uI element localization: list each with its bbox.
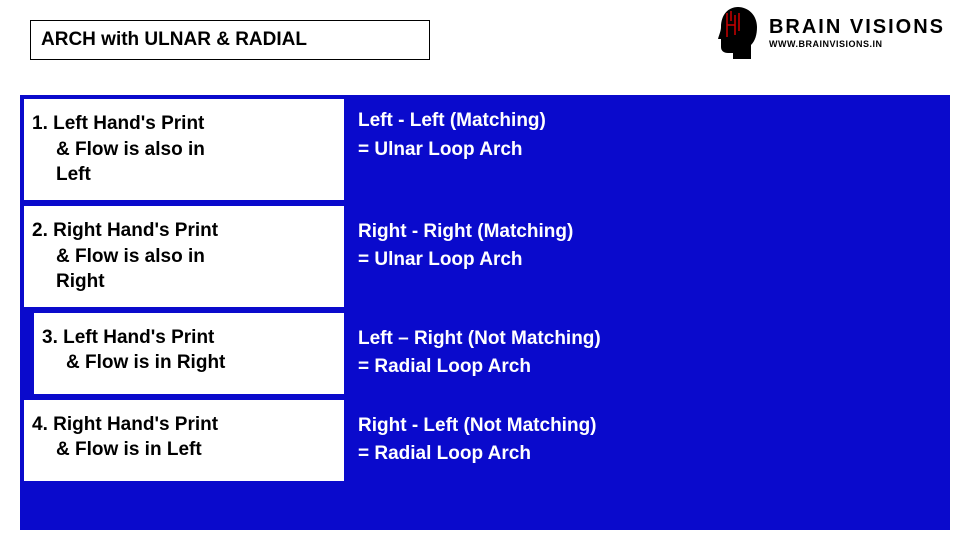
table-row: 4. Right Hand's Print & Flow is in Left … [20,400,950,481]
row2-left-l2: & Flow is also in [32,244,334,270]
row3-left-l2: & Flow is in Right [42,350,334,376]
table-row: 2. Right Hand's Print & Flow is also in … [20,206,950,313]
logo-main: BRAIN VISIONS [769,16,945,39]
logo-text: BRAIN VISIONS WWW.BRAINVISIONS.IN [769,16,945,49]
row1-right: Left - Left (Matching) = Ulnar Loop Arch [344,95,950,200]
row1-left-l2: & Flow is also in [32,137,334,163]
row3-right-l2: = Radial Loop Arch [358,353,944,382]
row2-right-l2: = Ulnar Loop Arch [358,246,944,275]
table-row: 3. Left Hand's Print & Flow is in Right … [20,313,950,400]
slide-title: ARCH with ULNAR & RADIAL [30,20,430,60]
logo-head-icon [713,5,763,60]
row1-left-l3: Left [32,162,334,188]
table-row: 1. Left Hand's Print & Flow is also in L… [20,95,950,206]
row3-right-l1: Left – Right (Not Matching) [358,325,944,354]
row3-left-l1: 3. Left Hand's Print [42,327,214,348]
row4-left: 4. Right Hand's Print & Flow is in Left [24,400,344,481]
row2-left-l3: Right [32,269,334,295]
row4-right: Right - Left (Not Matching) = Radial Loo… [344,400,950,481]
row1-right-l2: = Ulnar Loop Arch [358,136,944,165]
brand-logo: BRAIN VISIONS WWW.BRAINVISIONS.IN [713,5,945,60]
row3-left: 3. Left Hand's Print & Flow is in Right [34,313,344,394]
row1-left-l1: 1. Left Hand's Print [32,113,204,134]
row4-right-l1: Right - Left (Not Matching) [358,412,944,441]
row4-right-l2: = Radial Loop Arch [358,440,944,469]
row2-right-l1: Right - Right (Matching) [358,218,944,247]
logo-sub: WWW.BRAINVISIONS.IN [769,39,945,49]
row4-left-l2: & Flow is in Left [32,437,334,463]
row2-left-l1: 2. Right Hand's Print [32,220,218,241]
content-table: 1. Left Hand's Print & Flow is also in L… [20,95,950,530]
row4-left-l1: 4. Right Hand's Print [32,414,218,435]
row1-right-l1: Left - Left (Matching) [358,107,944,136]
row3-right: Left – Right (Not Matching) = Radial Loo… [344,313,950,394]
row1-left: 1. Left Hand's Print & Flow is also in L… [24,99,344,200]
row2-left: 2. Right Hand's Print & Flow is also in … [24,206,344,307]
row2-right: Right - Right (Matching) = Ulnar Loop Ar… [344,206,950,307]
title-text: ARCH with ULNAR & RADIAL [41,29,307,50]
